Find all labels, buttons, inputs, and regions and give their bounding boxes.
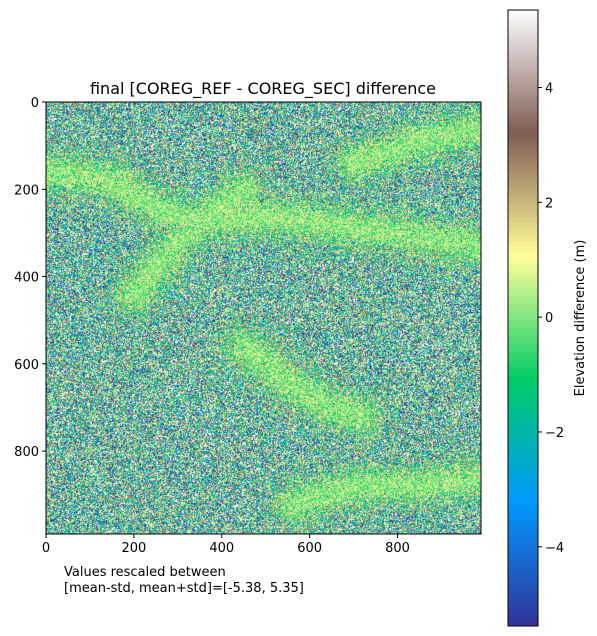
rescale-annotation: Values rescaled between [mean-std, mean+… <box>64 565 304 597</box>
y-tick-label: 600 <box>14 358 39 373</box>
colorbar-label: Elevation difference (m) <box>573 240 588 397</box>
x-tick-label: 200 <box>121 541 146 556</box>
chart-title: final [COREG_REF - COREG_SEC] difference <box>90 79 436 99</box>
x-axis: 0 200 400 600 800 <box>42 534 410 556</box>
colorbar-axis: −4 −2 0 2 4 <box>538 82 564 556</box>
x-tick-label: 0 <box>42 541 50 556</box>
colorbar-tick-label: −4 <box>545 541 564 556</box>
heatmap-raster <box>46 102 481 534</box>
colorbar-tick-label: −2 <box>545 426 564 441</box>
y-tick-label: 0 <box>31 96 39 111</box>
y-tick-label: 800 <box>14 445 39 460</box>
annotation-line-1: Values rescaled between <box>64 565 226 580</box>
plot-frame <box>45 101 482 535</box>
colorbar-tick-label: 4 <box>545 82 553 97</box>
y-tick-label: 200 <box>14 183 39 198</box>
colorbar-tick-label: 2 <box>545 196 553 211</box>
heatmap-area <box>46 102 481 534</box>
annotation-line-2: [mean-std, mean+std]=[-5.38, 5.35] <box>64 581 304 596</box>
colorbar-tick-label: 0 <box>545 311 553 326</box>
y-tick-label: 400 <box>14 271 39 286</box>
colorbar <box>507 9 539 627</box>
y-axis: 0 200 400 600 800 <box>14 96 46 460</box>
x-tick-label: 400 <box>209 541 234 556</box>
x-tick-label: 600 <box>297 541 322 556</box>
x-tick-label: 800 <box>385 541 410 556</box>
